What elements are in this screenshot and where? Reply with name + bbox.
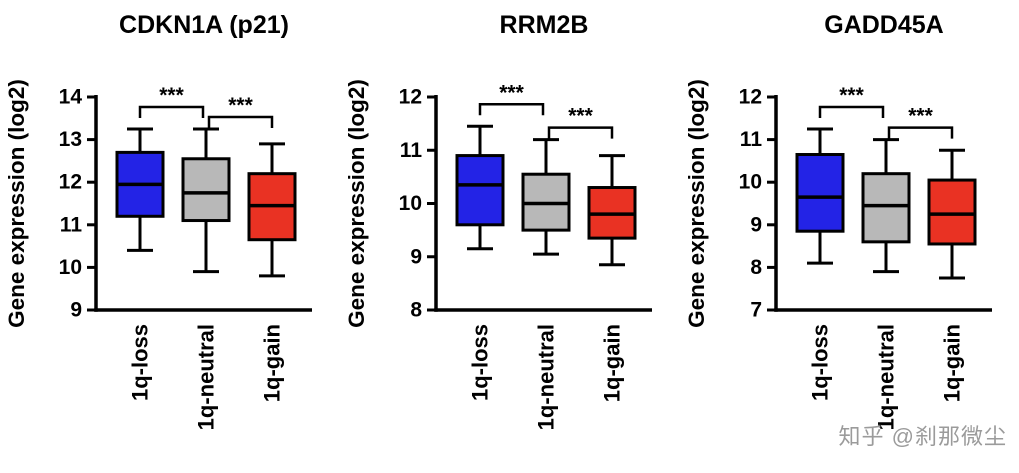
y-tick-label: 12 (399, 86, 422, 109)
sig-bracket-line (818, 105, 885, 118)
y-tick-label: 9 (410, 245, 422, 268)
x-category-label: 1q-neutral (534, 324, 559, 430)
y-axis: 9 10 11 12 13 14 (59, 86, 312, 322)
watermark: 知乎 @刹那微尘 (838, 424, 1007, 449)
x-category-label: 1q-gain (600, 324, 625, 402)
x-category-label: 1q-gain (260, 324, 285, 402)
x-category-label: 1q-neutral (194, 324, 219, 430)
y-axis-label: Gene expression (log2) (344, 79, 369, 328)
box-1q-gain (927, 148, 977, 280)
y-tick-label: 14 (59, 86, 83, 109)
x-category-label: 1q-neutral (874, 324, 899, 430)
x-category-label: 1q-loss (808, 324, 833, 401)
y-tick-label: 10 (739, 171, 762, 194)
y-tick-label: 8 (410, 299, 422, 322)
y-tick-label: 11 (740, 128, 763, 151)
y-axis: 7 8 9 10 11 12 (739, 86, 992, 322)
panel-gadd45a: GADD45A Gene expression (log2) 7 8 9 10 11 12 1q… (680, 0, 1019, 473)
sig-stars: *** (839, 84, 864, 107)
boxplot-svg-cdkn1a-p21: CDKN1A (p21) Gene expression (log2) 9 10 11 1… (4, 11, 312, 430)
sig-bracket-line (207, 115, 274, 128)
y-tick-label: 12 (59, 171, 82, 194)
iqr-box (861, 172, 911, 244)
sig-bracket-line (478, 103, 545, 116)
box-1q-loss (795, 127, 845, 265)
y-tick-label: 10 (59, 256, 82, 279)
x-category-label: 1q-loss (128, 324, 153, 401)
chart-title: GADD45A (824, 11, 943, 39)
box-1q-neutral (181, 127, 231, 274)
sig-stars: *** (228, 94, 253, 117)
y-axis-label: Gene expression (log2) (684, 79, 709, 328)
y-axis-label: Gene expression (log2) (4, 79, 29, 328)
sig-bracket-line (547, 126, 614, 139)
sig-bracket: *** (887, 105, 954, 139)
iqr-box (181, 157, 231, 223)
y-axis: 8 9 10 11 12 (399, 86, 652, 322)
panel-cdkn1a-p21: CDKN1A (p21) Gene expression (log2) 9 10 11 1… (0, 0, 340, 473)
chart-title: RRM2B (500, 11, 589, 39)
sig-stars: *** (499, 81, 524, 104)
box-1q-loss (115, 127, 165, 252)
sig-bracket-line (887, 126, 954, 139)
sig-bracket: *** (138, 84, 205, 118)
sig-bracket: *** (818, 84, 885, 118)
boxplot-svg-rrm2b: RRM2B Gene expression (log2) 8 9 10 11 12 1q-lo… (344, 11, 652, 430)
y-tick-label: 9 (750, 213, 762, 236)
y-tick-label: 8 (750, 256, 762, 279)
sig-stars: *** (159, 84, 184, 107)
iqr-box (795, 153, 845, 233)
box-1q-neutral (521, 138, 571, 256)
sig-bracket: *** (207, 94, 274, 128)
iqr-box (455, 154, 505, 227)
panel-rrm2b: RRM2B Gene expression (log2) 8 9 10 11 12 1q-lo… (340, 0, 680, 473)
x-category-label: 1q-loss (468, 324, 493, 401)
sig-bracket-line (138, 105, 205, 118)
y-tick-label: 11 (60, 213, 83, 236)
sig-bracket: *** (547, 105, 614, 139)
box-1q-neutral (861, 138, 911, 274)
box-1q-gain (247, 142, 297, 278)
y-tick-label: 10 (399, 192, 422, 215)
sig-bracket: *** (478, 81, 545, 116)
y-tick-label: 13 (59, 128, 82, 151)
boxplot-svg-gadd45a: GADD45A Gene expression (log2) 7 8 9 10 11 12 1q… (684, 11, 992, 430)
box-1q-loss (455, 124, 505, 251)
y-tick-label: 11 (400, 139, 423, 162)
box-1q-gain (587, 154, 637, 267)
y-tick-label: 9 (70, 299, 82, 322)
sig-stars: *** (568, 105, 593, 128)
chart-title: CDKN1A (p21) (119, 11, 289, 39)
iqr-box (927, 178, 977, 246)
x-category-label: 1q-gain (940, 324, 965, 402)
y-tick-label: 7 (750, 299, 762, 322)
y-tick-label: 12 (739, 86, 762, 109)
sig-stars: *** (908, 105, 933, 128)
